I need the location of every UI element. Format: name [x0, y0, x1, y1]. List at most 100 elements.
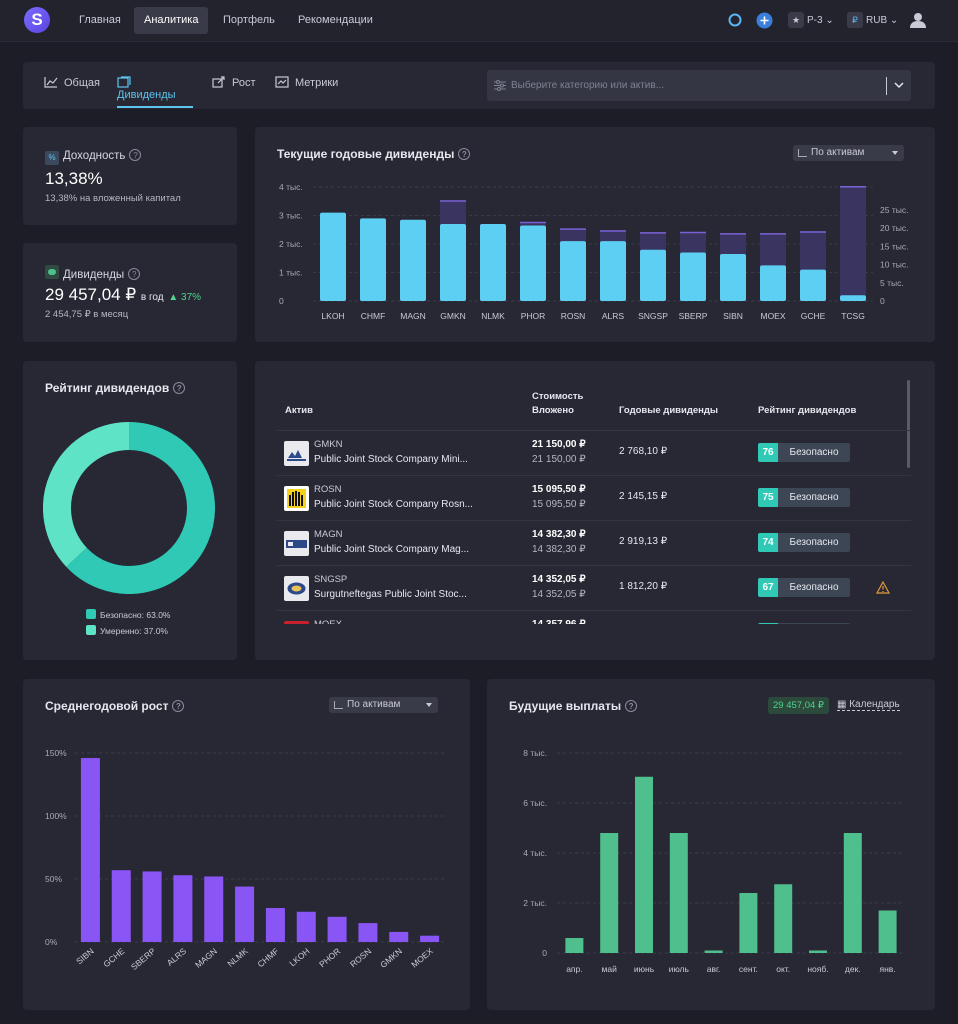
y-tick: 8 тыс. — [523, 748, 547, 758]
dividend-assets-table: Актив Стоимость Вложено Годовые дивиденд… — [255, 361, 935, 660]
calendar-link[interactable]: ▦ Календарь — [837, 699, 900, 711]
metrics-icon — [275, 76, 289, 88]
x-tick-label: сент. — [739, 964, 758, 974]
chart-icon — [798, 149, 807, 157]
y-tick: 100% — [45, 811, 67, 821]
dividend-bar — [320, 212, 346, 301]
current-dividends-card: Текущие годовые дивиденды? По активам 4 … — [255, 127, 935, 342]
category-asset-select[interactable]: Выберите категорию или актив... — [487, 70, 911, 101]
growth-bar — [265, 907, 285, 942]
app-logo[interactable]: S — [24, 7, 50, 33]
help-icon[interactable]: ? — [173, 382, 186, 394]
help-icon[interactable]: ? — [625, 700, 638, 712]
tab-general[interactable]: Общая — [44, 76, 100, 108]
dividends-value: 29 457,04 ₽ — [45, 285, 137, 304]
x-tick-label: SBERP — [129, 946, 158, 972]
donut-slice-Безопасно — [66, 422, 215, 594]
table-fade-mask — [277, 624, 917, 660]
asset-value: 15 095,50 ₽ — [532, 484, 586, 495]
piggy-bank-icon — [45, 265, 59, 279]
chart-icon — [334, 701, 343, 709]
asset-ticker: MAGN — [314, 529, 343, 540]
value-bar — [840, 186, 866, 301]
chevron-down-icon[interactable] — [894, 82, 904, 89]
growth-title-row: Среднегодовой рост? — [45, 699, 185, 713]
help-icon[interactable]: ? — [172, 700, 185, 712]
y-tick-left: 3 тыс. — [279, 211, 303, 221]
x-tick-label: GCHE — [801, 311, 826, 321]
percent-icon: % — [45, 151, 59, 165]
current-dividends-chart: 4 тыс. 3 тыс. 2 тыс. 1 тыс. 0 25 тыс. 20 тыс. 1… — [279, 182, 908, 321]
tab-growth[interactable]: Рост — [212, 76, 256, 108]
help-icon[interactable]: ? — [458, 148, 471, 160]
table-row[interactable]: SNGSP Surgutneftegas Public Joint Stoc..… — [277, 565, 911, 610]
asset-annual-dividend: 2 919,13 ₽ — [619, 536, 668, 547]
y-tick-right: 5 тыс. — [880, 278, 904, 288]
current-dividends-dropdown[interactable]: По активам — [793, 145, 904, 161]
portfolio-selector[interactable]: ★ P-3 ⌄ — [788, 12, 834, 30]
asset-value: 14 352,05 ₽ — [532, 574, 586, 585]
nav-portfolio[interactable]: Портфель — [223, 14, 275, 26]
rating-score: 67 — [758, 578, 778, 597]
current-dividends-title-row: Текущие годовые дивиденды? — [277, 147, 471, 161]
asset-annual-dividend: 2 768,10 ₽ — [619, 446, 668, 457]
user-avatar-icon[interactable] — [909, 11, 927, 29]
payment-bar — [739, 893, 758, 953]
payment-bar — [774, 884, 793, 953]
table-scrollbar[interactable] — [907, 380, 910, 468]
growth-dropdown[interactable]: По активам — [329, 697, 438, 713]
x-tick-label: июль — [669, 964, 690, 974]
tab-general-label: Общая — [64, 77, 100, 89]
table-row[interactable]: ROSN Public Joint Stock Company Rosn... … — [277, 475, 911, 520]
tab-dividends[interactable]: Дивиденды — [117, 76, 193, 108]
x-tick-label: GMKN — [378, 946, 404, 970]
x-tick-label: дек. — [845, 964, 861, 974]
search-icon[interactable] — [727, 12, 743, 28]
asset-name: Public Joint Stock Company Mini... — [314, 454, 468, 465]
asset-name: Surgutneftegas Public Joint Stoc... — [314, 589, 467, 600]
rating-title-row: Рейтинг дивидендов? — [45, 381, 186, 395]
x-tick-label: SBERP — [679, 311, 708, 321]
future-payments-chart: 8 тыс. 6 тыс. 4 тыс. 2 тыс. 0 апр. май июнь июль… — [523, 748, 905, 974]
help-icon[interactable]: ? — [128, 268, 141, 280]
nav-home[interactable]: Главная — [79, 14, 121, 26]
nav-recommendations[interactable]: Рекомендации — [298, 14, 373, 26]
growth-icon — [212, 76, 225, 88]
calendar-icon: ▦ — [837, 699, 850, 710]
future-payments-card: Будущие выплаты? 29 457,04 ₽ ▦ Календарь… — [487, 679, 935, 1010]
currency-selector[interactable]: ₽ RUB ⌄ — [847, 12, 898, 30]
x-tick-label: LKOH — [321, 311, 344, 321]
warning-icon[interactable] — [876, 581, 890, 594]
gmkn-logo — [284, 441, 309, 466]
dividend-bar — [720, 253, 746, 301]
x-tick-label: ALRS — [602, 311, 625, 321]
growth-bar — [327, 916, 347, 942]
table-row[interactable]: MAGN Public Joint Stock Company Mag... 1… — [277, 520, 911, 565]
y-tick-left: 0 — [279, 296, 284, 306]
sngsp-logo — [284, 576, 309, 601]
chart-line-icon — [44, 77, 58, 88]
nav-analytics[interactable]: Аналитика — [134, 7, 209, 34]
portfolio-name: P-3 — [807, 15, 823, 26]
asset-invested: 15 095,50 ₽ — [532, 499, 586, 510]
asset-annual-dividend: 2 145,15 ₽ — [619, 491, 668, 502]
table-row[interactable]: GMKN Public Joint Stock Company Mini... … — [277, 430, 911, 475]
yield-label: Доходность — [63, 150, 126, 162]
col-header-rating[interactable]: Рейтинг дивидендов — [758, 405, 857, 416]
tab-metrics[interactable]: Метрики — [275, 76, 338, 108]
help-icon[interactable]: ? — [129, 149, 142, 161]
col-header-value[interactable]: Стоимость Вложено — [532, 391, 584, 416]
col-header-asset[interactable]: Актив — [285, 405, 313, 416]
y-tick: 2 тыс. — [523, 898, 547, 908]
dropdown-label: По активам — [811, 147, 865, 158]
add-icon[interactable] — [756, 12, 773, 29]
asset-name: Public Joint Stock Company Mag... — [314, 544, 470, 555]
growth-bar — [296, 911, 316, 942]
dividend-bar — [760, 265, 786, 301]
dividends-card: Дивиденды? 29 457,04 ₽ в год ▲ 37% 2 454… — [23, 243, 237, 342]
x-tick-label: PHOR — [317, 946, 342, 969]
col-header-annual[interactable]: Годовые дивиденды — [619, 405, 719, 416]
tab-growth-label: Рост — [232, 77, 256, 89]
legend-moderate-swatch — [86, 625, 96, 635]
dividends-value-row: 29 457,04 ₽ в год ▲ 37% — [45, 285, 201, 305]
